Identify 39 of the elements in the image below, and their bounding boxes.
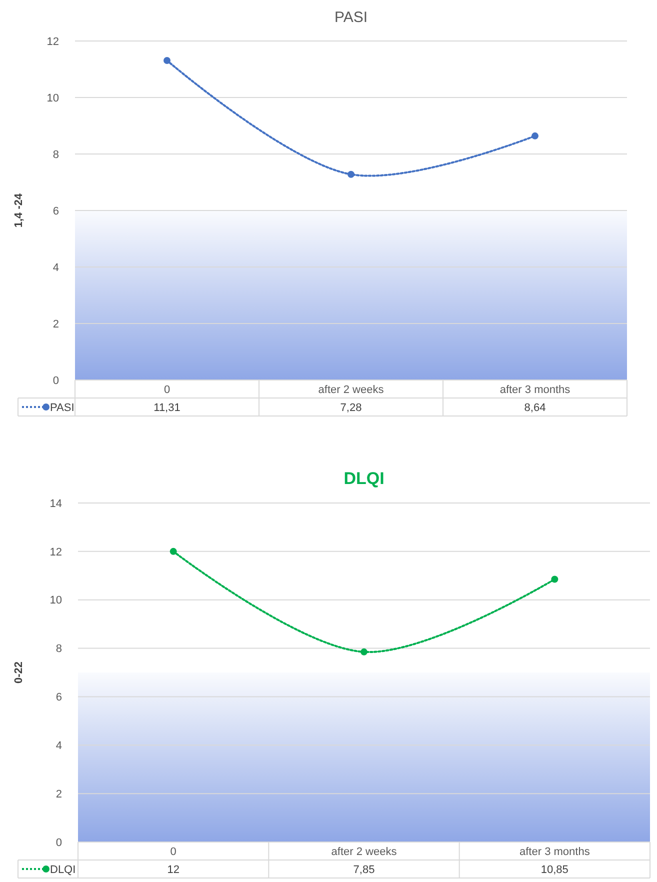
y-axis-title: 1,4 -24 bbox=[13, 192, 25, 228]
point bbox=[164, 56, 170, 64]
y-tick-label: 8 bbox=[56, 643, 62, 656]
y-tick-label: 4 bbox=[52, 262, 59, 274]
point bbox=[348, 170, 354, 178]
y-tick-label: 10 bbox=[50, 594, 62, 607]
y-tick-label: 6 bbox=[52, 205, 59, 218]
x-tick-label: after 2 weeks bbox=[318, 384, 384, 396]
data-label: 7,28 bbox=[340, 402, 362, 414]
chart-title: PASI bbox=[334, 9, 368, 26]
y-tick-label: 2 bbox=[56, 788, 62, 800]
legend-label: PASI bbox=[50, 402, 74, 414]
chart-title: DLQI bbox=[344, 469, 384, 488]
y-tick-label: 0 bbox=[52, 374, 59, 387]
point bbox=[170, 548, 177, 555]
y-tick-label: 12 bbox=[46, 36, 59, 48]
y-tick-label: 2 bbox=[52, 318, 59, 330]
x-tick-label: after 3 months bbox=[520, 846, 590, 858]
legend-label: DLQI bbox=[50, 864, 76, 876]
y-tick-label: 0 bbox=[56, 836, 62, 849]
data-label: 7,85 bbox=[353, 864, 375, 876]
point bbox=[551, 576, 558, 583]
y-tick-label: 6 bbox=[56, 692, 62, 704]
x-tick-label: after 3 months bbox=[500, 384, 571, 396]
y-tick-label: 4 bbox=[56, 740, 62, 752]
x-tick-label: after 2 weeks bbox=[331, 846, 398, 858]
y-tick-label: 10 bbox=[46, 92, 59, 104]
data-label: 12 bbox=[167, 864, 180, 876]
point bbox=[532, 132, 538, 140]
y-tick-label: 12 bbox=[50, 546, 62, 558]
y-axis-title: 0-22 bbox=[13, 661, 25, 684]
x-tick-label: 0 bbox=[164, 384, 170, 396]
point bbox=[360, 648, 368, 656]
data-label: 8,64 bbox=[524, 402, 546, 414]
data-label: 11,31 bbox=[154, 402, 180, 414]
x-tick-label: 0 bbox=[170, 846, 176, 858]
y-tick-label: 14 bbox=[50, 498, 62, 510]
y-tick-label: 8 bbox=[52, 148, 59, 161]
data-label: 10,85 bbox=[540, 864, 568, 876]
